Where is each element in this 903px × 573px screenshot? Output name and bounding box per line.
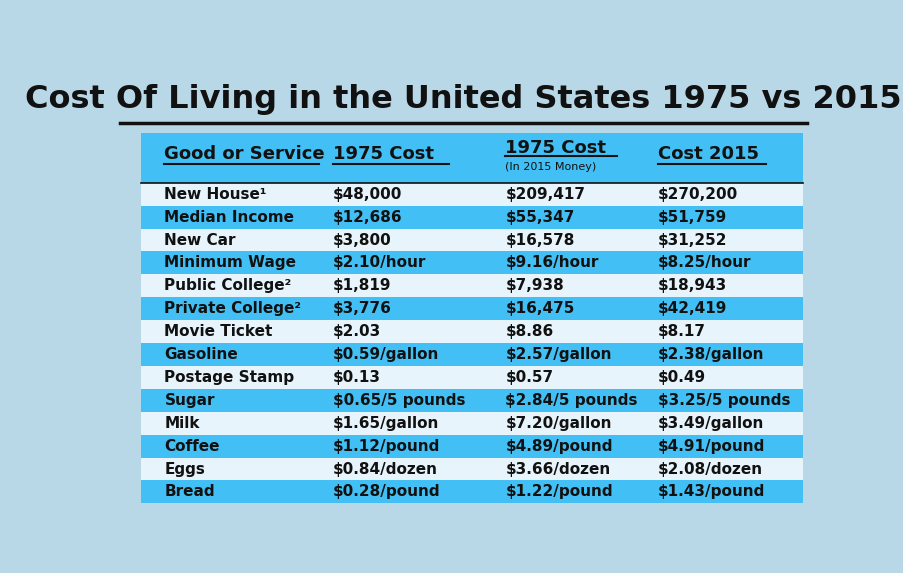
Text: $7,938: $7,938 xyxy=(505,278,563,293)
Text: Cost Of Living in the United States 1975 vs 2015: Cost Of Living in the United States 1975… xyxy=(25,84,900,115)
Bar xyxy=(141,297,802,320)
Text: $0.59/gallon: $0.59/gallon xyxy=(333,347,439,362)
Text: Movie Ticket: Movie Ticket xyxy=(164,324,273,339)
Text: $270,200: $270,200 xyxy=(656,187,737,202)
Text: $0.84/dozen: $0.84/dozen xyxy=(333,461,438,477)
Text: $2.10/hour: $2.10/hour xyxy=(333,256,426,270)
Bar xyxy=(141,229,802,252)
Text: $3.66/dozen: $3.66/dozen xyxy=(505,461,610,477)
Text: 1975 Cost: 1975 Cost xyxy=(505,139,606,157)
Bar xyxy=(141,458,802,480)
Text: $0.28/pound: $0.28/pound xyxy=(333,484,441,500)
Bar xyxy=(141,133,802,503)
Text: $16,578: $16,578 xyxy=(505,233,574,248)
Bar xyxy=(141,183,802,206)
Bar xyxy=(141,206,802,229)
Text: $3.49/gallon: $3.49/gallon xyxy=(656,415,763,431)
Text: Cost 2015: Cost 2015 xyxy=(656,145,758,163)
Text: 1975 Cost: 1975 Cost xyxy=(333,145,433,163)
Text: $3,776: $3,776 xyxy=(333,301,392,316)
Text: $8.86: $8.86 xyxy=(505,324,553,339)
Text: Public College²: Public College² xyxy=(164,278,292,293)
Text: $2.84/5 pounds: $2.84/5 pounds xyxy=(505,393,638,408)
Text: New Car: New Car xyxy=(164,233,236,248)
Text: Sugar: Sugar xyxy=(164,393,215,408)
Text: $3,800: $3,800 xyxy=(333,233,392,248)
Text: $48,000: $48,000 xyxy=(333,187,402,202)
Text: $0.13: $0.13 xyxy=(333,370,381,385)
Text: Eggs: Eggs xyxy=(164,461,205,477)
Text: $8.17: $8.17 xyxy=(656,324,705,339)
Text: $0.57: $0.57 xyxy=(505,370,553,385)
Text: $0.65/5 pounds: $0.65/5 pounds xyxy=(333,393,465,408)
Text: $3.25/5 pounds: $3.25/5 pounds xyxy=(656,393,789,408)
Text: $12,686: $12,686 xyxy=(333,210,403,225)
Text: $42,419: $42,419 xyxy=(656,301,726,316)
Text: $0.49: $0.49 xyxy=(656,370,705,385)
Text: Private College²: Private College² xyxy=(164,301,301,316)
Text: Minimum Wage: Minimum Wage xyxy=(164,256,296,270)
Text: Milk: Milk xyxy=(164,415,200,431)
Text: $1.65/gallon: $1.65/gallon xyxy=(333,415,439,431)
Text: $1,819: $1,819 xyxy=(333,278,391,293)
Text: $8.25/hour: $8.25/hour xyxy=(656,256,750,270)
Text: $209,417: $209,417 xyxy=(505,187,585,202)
Bar xyxy=(141,320,802,343)
Text: Gasoline: Gasoline xyxy=(164,347,237,362)
Bar xyxy=(141,389,802,412)
Text: $18,943: $18,943 xyxy=(656,278,726,293)
Bar xyxy=(141,366,802,389)
Text: $55,347: $55,347 xyxy=(505,210,574,225)
Text: New House¹: New House¹ xyxy=(164,187,266,202)
Text: $4.89/pound: $4.89/pound xyxy=(505,438,612,454)
Bar xyxy=(141,252,802,274)
Text: $51,759: $51,759 xyxy=(656,210,726,225)
Text: $1.12/pound: $1.12/pound xyxy=(333,438,440,454)
Text: $31,252: $31,252 xyxy=(656,233,726,248)
Text: $1.43/pound: $1.43/pound xyxy=(656,484,764,500)
Text: (In 2015 Money): (In 2015 Money) xyxy=(505,162,596,171)
Bar xyxy=(141,274,802,297)
Bar xyxy=(141,412,802,435)
Text: $2.38/gallon: $2.38/gallon xyxy=(656,347,763,362)
Text: $2.03: $2.03 xyxy=(333,324,381,339)
Bar xyxy=(141,343,802,366)
Text: $9.16/hour: $9.16/hour xyxy=(505,256,598,270)
Text: Bread: Bread xyxy=(164,484,215,500)
Text: Good or Service: Good or Service xyxy=(164,145,325,163)
Bar xyxy=(141,480,802,503)
Text: $16,475: $16,475 xyxy=(505,301,574,316)
Text: $4.91/pound: $4.91/pound xyxy=(656,438,764,454)
Text: $2.57/gallon: $2.57/gallon xyxy=(505,347,611,362)
Text: Coffee: Coffee xyxy=(164,438,219,454)
Text: $2.08/dozen: $2.08/dozen xyxy=(656,461,762,477)
Bar xyxy=(141,435,802,458)
Text: Postage Stamp: Postage Stamp xyxy=(164,370,294,385)
Text: $7.20/gallon: $7.20/gallon xyxy=(505,415,611,431)
Text: $1.22/pound: $1.22/pound xyxy=(505,484,612,500)
Text: Median Income: Median Income xyxy=(164,210,294,225)
